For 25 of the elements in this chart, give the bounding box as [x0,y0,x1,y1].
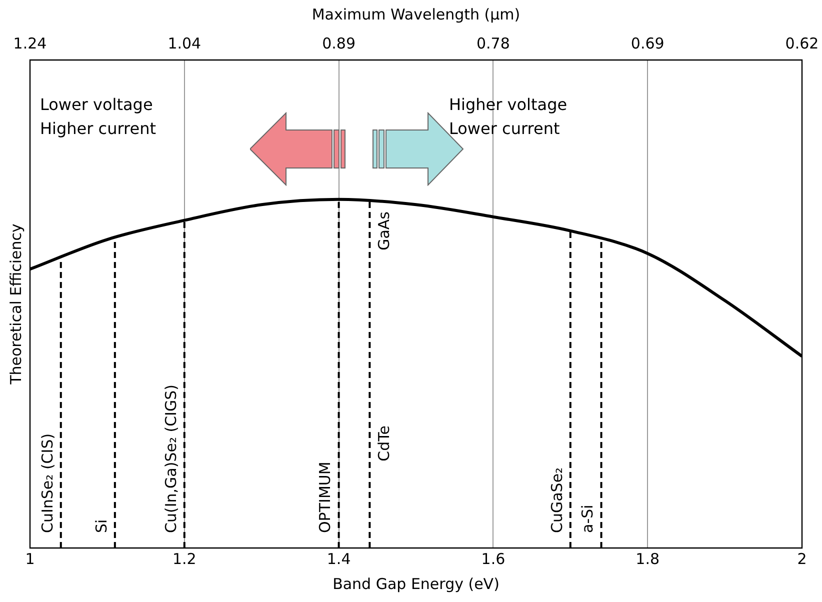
text: Lower voltage Higher current [40,95,156,138]
text: Higher voltage Lower current [449,95,568,138]
x-tick-label: 2 [797,550,807,568]
text: 0.78 [476,34,510,52]
annotation: CdTe [375,426,394,462]
ref-line-label: Cu(In,Ga)Se₂ (CIGS) [162,384,180,533]
ref-line-label: OPTIMUM [316,462,334,533]
text: 1.04 [168,34,202,52]
ref-line-label: CuGaSe₂ [548,467,566,533]
ref-line-label: GaAs [375,211,394,250]
x-tick-label: 1.4 [326,550,351,568]
ref-line-label: a-Si [578,504,597,533]
x-tick-label: 1 [25,550,35,568]
y-axis-title: Theoretical Efficiency [6,223,25,386]
text: 0.69 [630,34,664,52]
x-tick-label: 1.6 [481,550,506,568]
text: 0.89 [322,34,356,52]
ref-line-label: CuInSe₂ (CIS) [38,433,56,533]
text: 1.24 [13,34,47,52]
text: Maximum Wavelength (μm) [312,5,520,24]
x-axis-title: Band Gap Energy (eV) [332,574,500,593]
ref-line-label: Si [92,519,110,533]
x-tick-label: 1.2 [172,550,196,568]
text: 0.62 [785,34,819,52]
x-tick-label: 1.8 [636,550,660,568]
